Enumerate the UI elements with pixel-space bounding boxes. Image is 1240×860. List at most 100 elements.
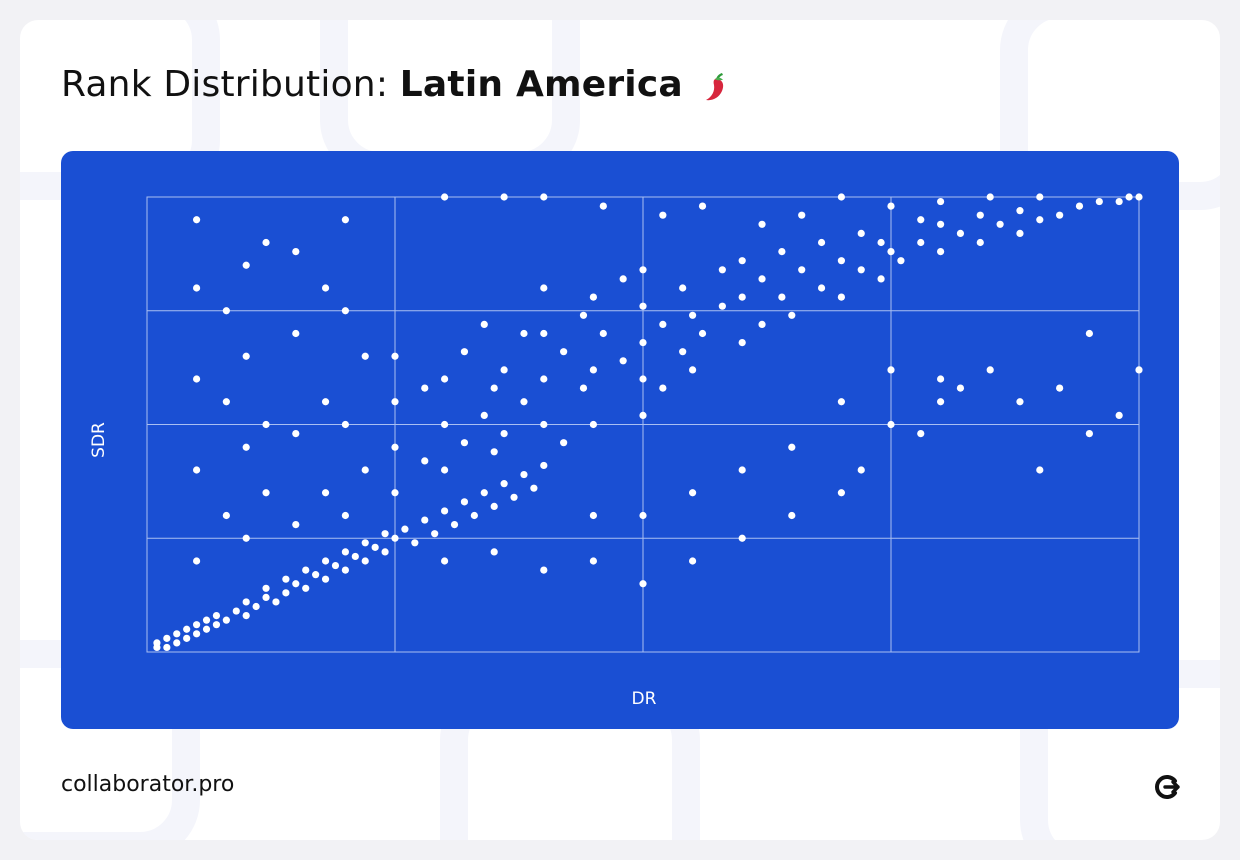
data-point <box>232 607 240 615</box>
data-point <box>490 448 498 456</box>
data-point <box>1085 430 1093 438</box>
data-point <box>986 193 994 201</box>
data-point <box>361 466 369 474</box>
data-point <box>212 612 221 620</box>
data-point <box>837 293 846 301</box>
chili-pepper-icon <box>706 73 724 101</box>
data-point <box>441 420 449 429</box>
data-point <box>480 411 488 419</box>
data-point <box>490 384 498 392</box>
data-point <box>996 220 1004 228</box>
data-point <box>659 211 667 219</box>
data-point <box>857 266 865 274</box>
data-point <box>1016 207 1024 215</box>
data-point <box>530 484 538 492</box>
data-point <box>153 639 161 647</box>
data-point <box>302 584 310 592</box>
data-point <box>321 489 330 497</box>
title-prefix: Rank Distribution: <box>61 64 400 105</box>
data-point <box>937 197 945 206</box>
data-point <box>589 293 598 301</box>
data-point <box>371 543 379 551</box>
data-point <box>321 284 330 292</box>
data-point <box>788 311 796 319</box>
data-point <box>1036 216 1044 224</box>
data-point <box>1036 466 1044 474</box>
data-point <box>778 248 786 256</box>
data-point <box>391 489 399 497</box>
data-point <box>619 275 627 283</box>
data-point <box>758 320 766 328</box>
data-point <box>262 489 270 497</box>
chart-panel: SDR DR <box>61 151 1179 729</box>
data-point <box>857 466 865 474</box>
data-point <box>738 257 746 265</box>
data-point <box>837 257 846 265</box>
data-point <box>292 329 300 338</box>
footer-brand: collaborator.pro <box>61 772 235 797</box>
data-point <box>391 398 399 406</box>
data-point <box>411 539 419 547</box>
data-point <box>857 229 865 237</box>
data-point <box>470 511 478 520</box>
scatter-plot <box>146 193 1143 653</box>
data-point <box>1075 202 1084 210</box>
data-point <box>441 507 449 515</box>
data-point <box>520 470 528 479</box>
data-point <box>500 480 508 488</box>
data-point <box>639 339 647 347</box>
data-point <box>242 352 250 360</box>
data-point <box>500 430 508 438</box>
data-point <box>689 366 697 374</box>
data-point <box>222 398 230 406</box>
data-point <box>937 220 945 228</box>
data-point <box>321 575 330 583</box>
data-point <box>639 411 647 419</box>
data-point <box>450 521 459 529</box>
data-point <box>937 375 945 383</box>
data-point <box>292 248 300 256</box>
data-point <box>520 398 528 406</box>
data-point <box>242 598 250 606</box>
data-point <box>272 598 280 606</box>
data-point <box>173 630 181 638</box>
data-point <box>639 511 647 520</box>
data-point <box>798 211 806 219</box>
data-point <box>837 489 846 497</box>
data-point <box>431 530 439 538</box>
data-point <box>937 398 945 406</box>
data-point <box>282 589 290 597</box>
x-axis-label: DR <box>631 689 657 709</box>
data-point <box>877 275 885 283</box>
data-point <box>361 557 369 565</box>
data-point <box>639 266 647 274</box>
data-point <box>163 643 171 652</box>
data-point <box>173 639 181 647</box>
data-point <box>1135 193 1143 201</box>
data-point <box>798 266 806 274</box>
data-point <box>391 443 399 451</box>
data-point <box>689 557 697 565</box>
data-point <box>917 238 925 247</box>
data-point <box>718 266 726 274</box>
data-point <box>589 511 598 520</box>
data-point <box>460 498 469 506</box>
data-point <box>460 348 469 356</box>
data-point <box>222 511 230 520</box>
data-point <box>579 384 588 392</box>
data-point <box>500 366 508 374</box>
data-point <box>887 202 895 210</box>
data-point <box>441 557 449 565</box>
title-region: Latin America <box>399 64 683 105</box>
data-point <box>341 511 349 520</box>
data-point <box>599 202 607 210</box>
data-point <box>381 530 389 538</box>
data-point <box>401 525 409 533</box>
data-point <box>183 625 191 633</box>
data-point <box>976 238 984 247</box>
data-point <box>689 311 697 319</box>
data-point <box>1085 329 1093 338</box>
data-point <box>698 329 707 338</box>
data-point <box>341 548 349 556</box>
data-point <box>877 238 885 247</box>
